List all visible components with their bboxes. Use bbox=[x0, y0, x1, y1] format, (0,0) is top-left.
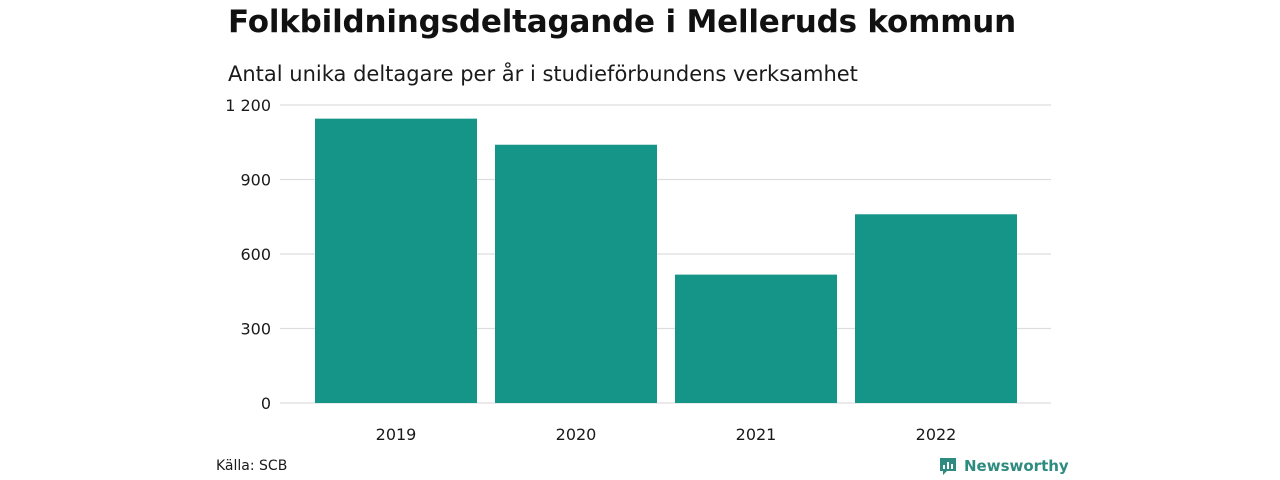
chart-title: Folkbildningsdeltagande i Melleruds komm… bbox=[228, 4, 1017, 40]
bar-2022 bbox=[855, 214, 1017, 403]
bar-2021 bbox=[675, 274, 837, 403]
bar-2019 bbox=[315, 118, 477, 404]
x-tick-label: 2019 bbox=[376, 425, 417, 444]
y-tick-label: 1 200 bbox=[225, 96, 271, 115]
chart-subtitle: Antal unika deltagare per år i studieför… bbox=[228, 62, 858, 86]
x-tick-label: 2021 bbox=[736, 425, 777, 444]
bars bbox=[315, 118, 1017, 404]
y-tick-label: 300 bbox=[240, 320, 271, 339]
brand-logo: Newsworthy bbox=[938, 456, 1069, 476]
source-note: Källa: SCB bbox=[216, 458, 288, 474]
x-axis-tick-labels: 2019 2020 2021 2022 bbox=[376, 425, 957, 444]
y-axis-tick-labels: 0 300 600 900 1 200 bbox=[225, 96, 271, 413]
bar-2020 bbox=[495, 144, 657, 403]
y-tick-label: 0 bbox=[261, 394, 271, 413]
x-tick-label: 2020 bbox=[556, 425, 597, 444]
brand-name: Newsworthy bbox=[964, 457, 1069, 475]
x-tick-label: 2022 bbox=[916, 425, 957, 444]
y-tick-label: 600 bbox=[240, 245, 271, 264]
y-tick-label: 900 bbox=[240, 171, 271, 190]
newsworthy-logo-icon bbox=[940, 458, 956, 475]
